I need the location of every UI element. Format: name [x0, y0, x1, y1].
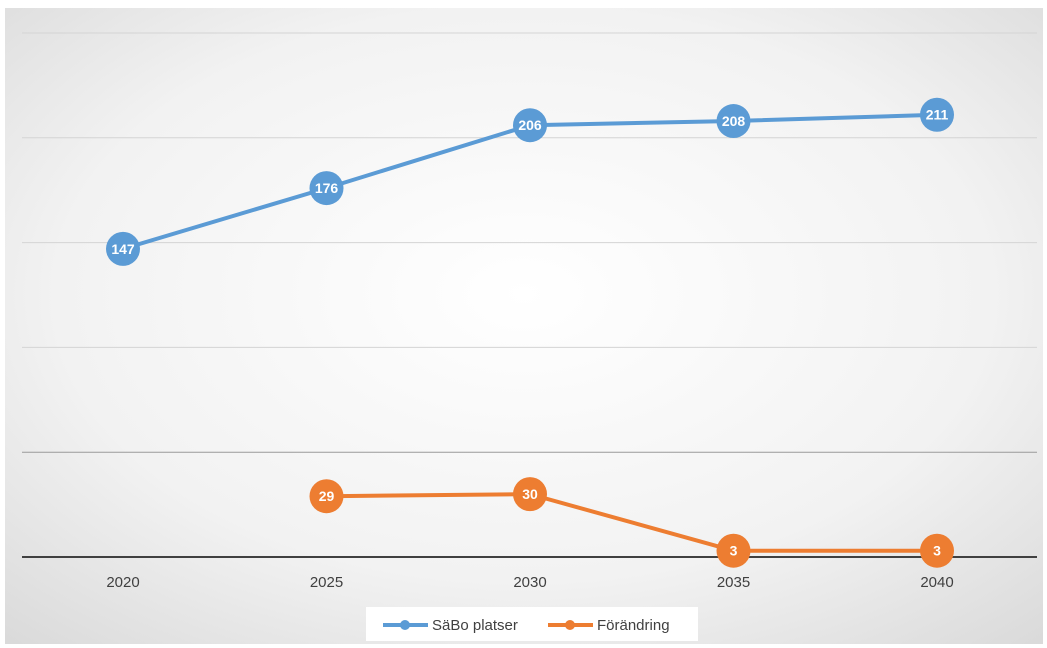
legend-swatch-marker [565, 620, 575, 630]
data-label: 30 [522, 486, 538, 502]
chart-background [5, 8, 1043, 644]
data-label: 3 [933, 543, 941, 559]
x-tick-label: 2020 [106, 574, 139, 591]
data-point [920, 533, 954, 568]
series-line [324, 492, 939, 553]
data-label: 211 [926, 107, 949, 123]
data-label: 208 [722, 113, 746, 129]
gridlines [22, 32, 1037, 453]
legend-label: SäBo platser [432, 617, 518, 634]
data-point [716, 533, 751, 568]
data-point [513, 108, 547, 143]
data-label: 176 [315, 180, 339, 196]
data-label: 29 [319, 488, 335, 504]
data-point [106, 231, 140, 266]
data-label: 147 [111, 241, 135, 257]
data-label: 206 [518, 117, 542, 133]
legend: SäBo platser Förändring [366, 607, 698, 641]
data-label: 3 [730, 543, 738, 559]
x-tick-label: 2030 [513, 574, 546, 591]
data-point [309, 479, 344, 514]
x-tick-label: 2040 [920, 574, 953, 591]
series-1: 147 176 206 208 211 [106, 97, 954, 266]
legend-label: Förändring [597, 617, 670, 634]
x-axis: 2020 2025 2030 2035 2040 [22, 556, 1037, 591]
data-point [309, 171, 344, 206]
data-point [513, 477, 547, 512]
series-2: 29 30 3 3 [309, 477, 954, 568]
series-group: 147 176 206 208 211 29 30 3 3 [106, 97, 954, 568]
data-point [920, 97, 954, 132]
data-point [716, 104, 751, 139]
x-tick-label: 2025 [310, 574, 343, 591]
legend-swatch-marker [400, 620, 410, 630]
x-tick-label: 2035 [717, 574, 750, 591]
